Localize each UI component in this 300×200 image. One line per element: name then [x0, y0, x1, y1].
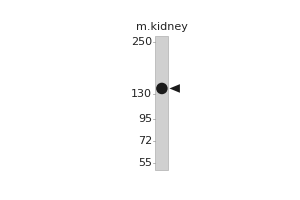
Text: 130: 130 — [131, 89, 152, 99]
Text: 72: 72 — [138, 136, 152, 146]
Text: 250: 250 — [131, 37, 152, 47]
Text: m.kidney: m.kidney — [136, 22, 188, 32]
Polygon shape — [169, 84, 180, 93]
Bar — [155, 36, 168, 170]
Ellipse shape — [156, 83, 168, 94]
Text: 55: 55 — [138, 158, 152, 168]
Text: 95: 95 — [138, 114, 152, 124]
